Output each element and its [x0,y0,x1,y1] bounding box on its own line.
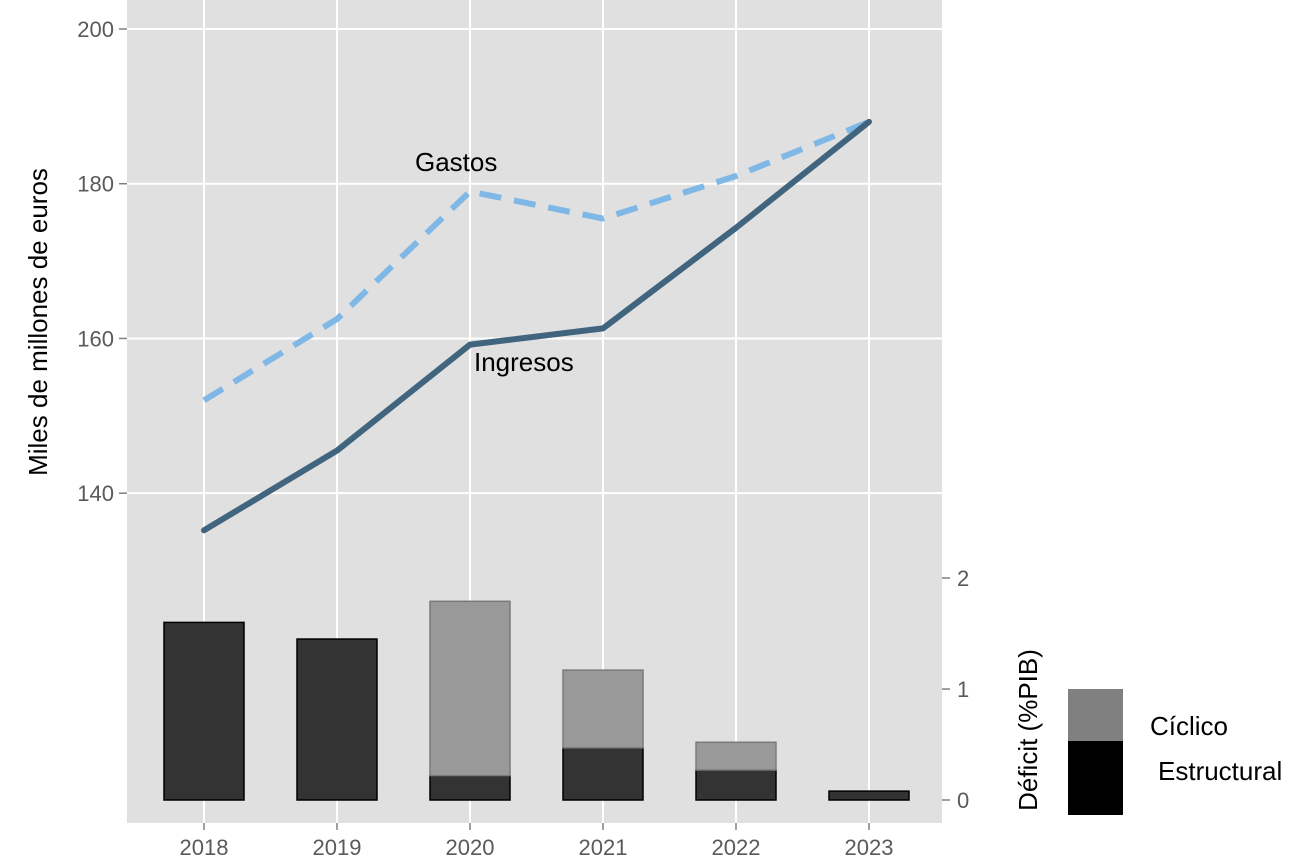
deficit-bars [163,600,910,801]
legend-label-ciclico: Cíclico [1150,711,1228,741]
deficit-legend: Cíclico Estructural [1068,689,1282,815]
revenue-expense-lines [201,118,872,534]
x-axis: 2018 2019 2020 2021 2022 2023 [180,823,894,860]
left-axis-title: Miles de millones de euros [23,168,53,476]
right-axis-title: Déficit (%PIB) [1013,649,1043,811]
left-y-tick-label: 200 [77,17,114,42]
right-y-tick-label: 2 [957,566,969,591]
bar-estructural [562,747,644,801]
legend-swatch-estructural [1068,741,1123,815]
right-y-axis: 0 1 2 [942,566,969,813]
bar-estructural [296,638,378,801]
x-tick-label: 2018 [180,835,229,860]
legend-label-estructural: Estructural [1158,756,1282,786]
x-tick-label: 2022 [712,835,761,860]
legend-swatch-ciclico [1068,689,1123,741]
x-tick-label: 2023 [845,835,894,860]
right-y-tick-label: 0 [957,788,969,813]
left-y-tick-label: 160 [77,326,114,351]
bar-estructural [695,769,777,801]
bar-estructural [429,774,511,801]
plot-panel [127,0,942,823]
left-y-tick-label: 180 [77,172,114,197]
left-y-axis: 140 160 180 200 [77,17,127,506]
ingresos-annotation: Ingresos [474,347,574,377]
x-tick-label: 2019 [313,835,362,860]
series-line-ingresos [201,118,872,534]
right-y-tick-label: 1 [957,677,969,702]
bar-estructural [163,621,245,801]
gastos-annotation: Gastos [415,147,497,177]
left-y-tick-label: 140 [77,481,114,506]
x-tick-label: 2020 [446,835,495,860]
x-tick-label: 2021 [579,835,628,860]
line-annotations: Gastos Ingresos [415,147,574,377]
series-line-gastos [202,119,871,403]
bar-estructural [828,790,910,801]
bar-ciclico [695,741,777,771]
bar-ciclico [562,669,644,749]
bar-ciclico [429,600,511,777]
